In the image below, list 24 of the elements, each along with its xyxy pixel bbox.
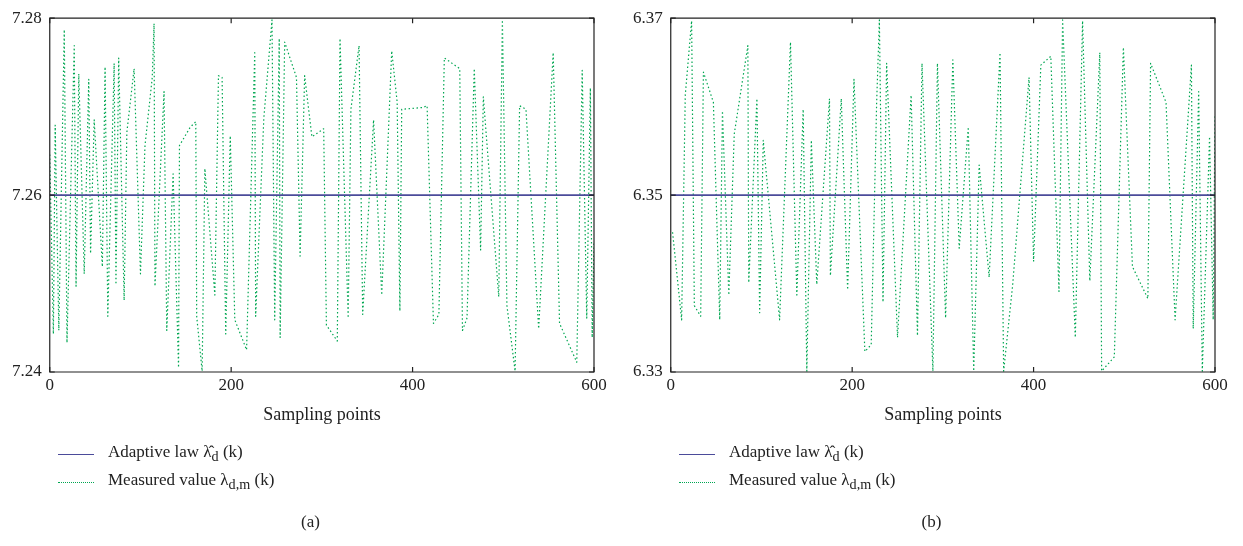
x-tick-label: 0 (666, 374, 675, 394)
x-tick-label: 600 (581, 374, 607, 394)
x-tick-label: 400 (399, 374, 426, 394)
y-tick-label: 7.26 (12, 184, 42, 204)
text: (a) (300, 512, 321, 532)
legend-label: Measured value λ$_{d,m}$ (k) (108, 469, 275, 495)
x-tick-label: 200 (218, 374, 244, 394)
line-series (671, 19, 1215, 372)
legend-label: Adaptive law λ̂$_{d}$ (k) (729, 441, 864, 467)
y-tick-label: 6.33 (633, 361, 663, 381)
x-tick-label: 600 (1202, 374, 1228, 394)
x-axis-title: Sampling points (263, 403, 381, 424)
x-tick-label: 400 (1020, 374, 1047, 394)
x-axis-title: Sampling points (884, 403, 1002, 424)
legend-label: Adaptive law λ̂$_{d}$ (k) (108, 441, 243, 467)
x-tick-label: 0 (45, 374, 54, 394)
x-tick-label: 200 (839, 374, 865, 394)
y-tick-label: 7.28 (12, 7, 42, 27)
y-tick-label: 6.35 (633, 184, 663, 204)
y-tick-label: 7.24 (12, 361, 43, 381)
line-series (49, 19, 594, 372)
y-tick-label: 6.37 (633, 7, 664, 27)
text: (b) (920, 512, 943, 532)
legend-label: Measured value λ$_{d,m}$ (k) (729, 469, 896, 495)
